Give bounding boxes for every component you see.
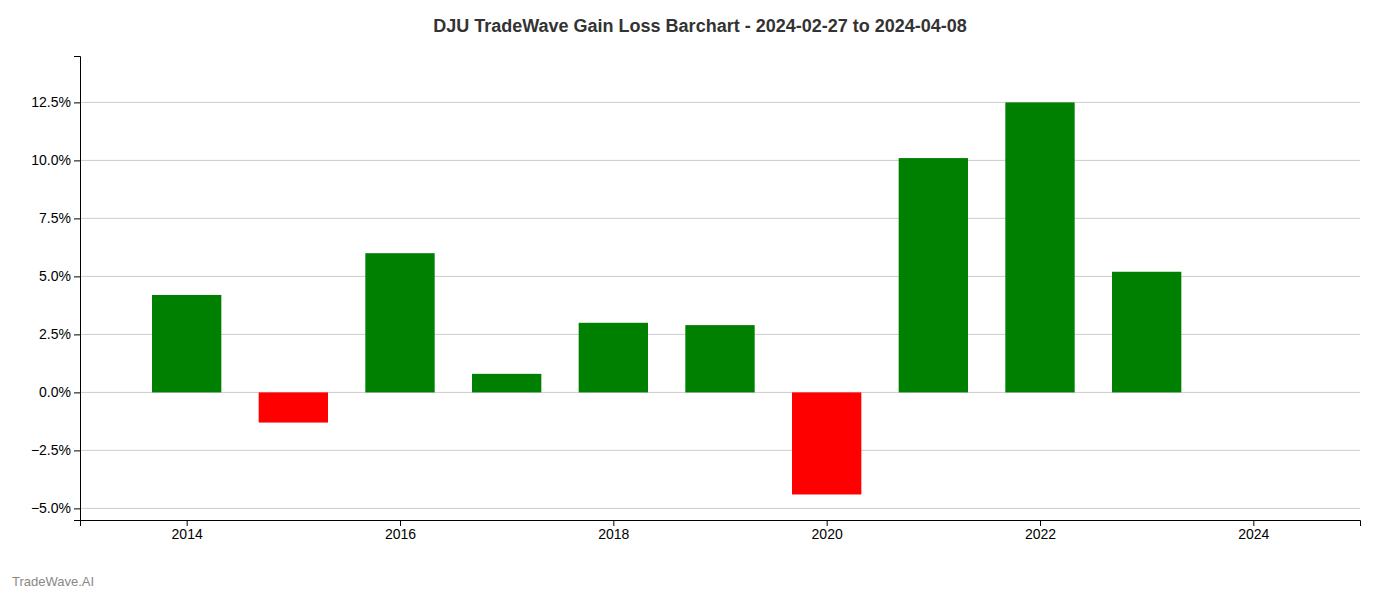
- x-tick-label: 2020: [812, 526, 843, 542]
- x-tick-label: 2024: [1238, 526, 1269, 542]
- y-tick-mark: [74, 160, 80, 161]
- y-tick-mark: [74, 508, 80, 509]
- y-tick-label: −5.0%: [31, 500, 71, 516]
- chart: −5.0% −2.5% 0.0% 2.5% 5.0% 7.5% 10.0% 12.5% 2014…: [0, 0, 1400, 600]
- bar: [899, 158, 968, 392]
- y-tick-mark: [74, 450, 80, 451]
- y-tick: 5.0%: [39, 268, 80, 284]
- x-tick: 2014: [172, 520, 203, 542]
- y-tick: 2.5%: [39, 326, 80, 342]
- y-tick-label: 7.5%: [39, 210, 71, 226]
- bar: [259, 392, 328, 422]
- grid-line: [80, 450, 1360, 451]
- x-tick-label: 2016: [385, 526, 416, 542]
- grid-line: [80, 508, 1360, 509]
- bar: [1005, 102, 1074, 392]
- x-tick: 2024: [1238, 520, 1269, 542]
- watermark: TradeWave.AI: [12, 574, 94, 589]
- y-tick: 12.5%: [31, 94, 80, 110]
- grid-line: [80, 218, 1360, 219]
- y-tick-mark: [74, 334, 80, 335]
- y-tick-mark: [74, 218, 80, 219]
- y-tick-label: 0.0%: [39, 384, 71, 400]
- bar: [472, 374, 541, 393]
- x-tick-label: 2018: [598, 526, 629, 542]
- x-axis-line: [81, 521, 1361, 527]
- y-tick-label: 2.5%: [39, 326, 71, 342]
- y-tick-mark: [74, 276, 80, 277]
- y-tick-mark: [74, 392, 80, 393]
- bar: [365, 253, 434, 392]
- bar: [1112, 272, 1181, 393]
- x-tick: 2020: [812, 520, 843, 542]
- grid-line: [80, 160, 1360, 161]
- y-tick-mark: [74, 102, 80, 103]
- y-tick: −5.0%: [31, 500, 80, 516]
- x-tick: 2018: [598, 520, 629, 542]
- y-tick: −2.5%: [31, 442, 80, 458]
- x-tick: 2022: [1025, 520, 1056, 542]
- bars: [152, 102, 1181, 494]
- x-tick-label: 2022: [1025, 526, 1056, 542]
- y-tick: 7.5%: [39, 210, 80, 226]
- y-axis: −5.0% −2.5% 0.0% 2.5% 5.0% 7.5% 10.0% 12.5%: [31, 57, 81, 521]
- y-tick-label: 12.5%: [31, 94, 71, 110]
- y-tick: 10.0%: [31, 152, 80, 168]
- bar: [152, 295, 221, 392]
- y-tick-label: −2.5%: [31, 442, 71, 458]
- bar: [579, 323, 648, 393]
- bar: [792, 392, 861, 494]
- y-tick: 0.0%: [39, 384, 80, 400]
- x-tick-label: 2014: [172, 526, 203, 542]
- grid: [80, 102, 1360, 508]
- bar: [685, 325, 754, 392]
- x-tick: 2016: [385, 520, 416, 542]
- grid-line: [80, 102, 1360, 103]
- y-tick-label: 5.0%: [39, 268, 71, 284]
- title: DJU TradeWave Gain Loss Barchart - 2024-…: [433, 16, 967, 36]
- y-axis-line: [74, 57, 81, 521]
- plot-area: −5.0% −2.5% 0.0% 2.5% 5.0% 7.5% 10.0% 12.5% 2014…: [31, 57, 1361, 542]
- y-tick-label: 10.0%: [31, 152, 71, 168]
- x-axis: 2014 2016 2018 2020 2022 2024: [81, 520, 1361, 542]
